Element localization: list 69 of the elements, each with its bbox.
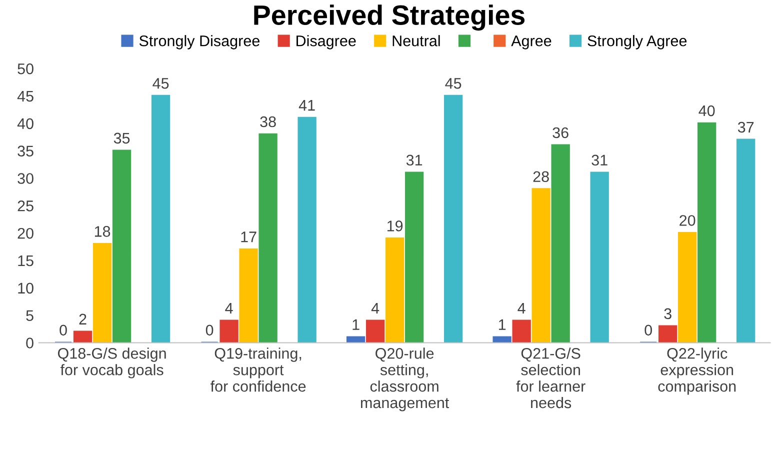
bar xyxy=(532,188,550,343)
bar xyxy=(298,116,316,343)
data-label: 4 xyxy=(225,302,233,314)
y-tick-label: 30 xyxy=(18,173,34,184)
y-tick-label: 15 xyxy=(18,256,34,266)
y-tick-label: 10 xyxy=(18,282,34,294)
y-tick-label: 40 xyxy=(17,118,34,130)
bar xyxy=(385,238,404,343)
data-label: 37 xyxy=(738,122,754,133)
chart-title: Perceived Strategies xyxy=(254,4,525,31)
y-tick-label: 20 xyxy=(18,228,34,239)
data-label: 0 xyxy=(206,324,214,336)
data-label: 1 xyxy=(498,319,506,330)
data-label: 41 xyxy=(298,100,315,111)
bar xyxy=(404,172,424,343)
y-tick-label: 0 xyxy=(26,338,34,348)
x-tick-label: Q21-G/S selection for learner needs xyxy=(516,348,586,408)
bar xyxy=(551,144,570,343)
data-label: 38 xyxy=(260,116,276,128)
bar xyxy=(151,94,170,343)
bar xyxy=(444,94,463,343)
bar xyxy=(239,248,258,343)
bar xyxy=(346,336,366,343)
x-tick-label: Q20-rule setting, classroom management xyxy=(360,348,450,412)
bar xyxy=(736,138,756,343)
legend-label: Disagree xyxy=(296,35,356,50)
bar xyxy=(258,133,278,343)
legend-label: Strongly Agree xyxy=(588,35,687,50)
bar xyxy=(512,320,531,343)
bar xyxy=(73,330,92,343)
data-label: 28 xyxy=(533,171,549,182)
x-tick-label: Q19-training, support for confidence xyxy=(210,348,306,392)
bar xyxy=(678,232,697,343)
legend-label: Neutral xyxy=(392,35,440,46)
y-tick-label: 45 xyxy=(17,90,34,102)
data-label: 4 xyxy=(518,302,526,314)
data-label: 45 xyxy=(445,78,462,89)
data-label: 0 xyxy=(60,324,67,336)
data-label: 1 xyxy=(352,319,360,330)
bar xyxy=(92,242,112,343)
y-tick-label: 50 xyxy=(18,63,34,74)
data-label: 31 xyxy=(406,154,422,166)
bar xyxy=(366,320,385,343)
bar xyxy=(590,172,609,343)
x-tick-label: Q18-G/S design for vocab goals xyxy=(58,348,166,378)
data-label: 31 xyxy=(592,154,608,166)
bar xyxy=(492,336,512,343)
data-label: 17 xyxy=(241,232,256,242)
bar xyxy=(658,325,678,343)
data-label: 40 xyxy=(698,105,715,116)
data-label: 2 xyxy=(79,314,86,324)
data-label: 45 xyxy=(152,78,169,89)
bar xyxy=(698,122,716,343)
data-label: 3 xyxy=(664,308,672,320)
data-label: 36 xyxy=(552,127,568,138)
data-label: 18 xyxy=(94,226,110,237)
data-label: 4 xyxy=(371,302,380,314)
data-label: 20 xyxy=(680,215,696,226)
y-tick-label: 35 xyxy=(18,146,34,156)
y-tick-label: 25 xyxy=(18,200,34,212)
y-tick-label: 5 xyxy=(26,310,34,322)
x-tick-label: Q22-lyric expression comparison xyxy=(658,348,736,395)
legend-label: Strongly Disagree xyxy=(139,35,260,50)
legend-label: Agree xyxy=(511,36,552,50)
bar xyxy=(112,150,132,343)
data-label: 35 xyxy=(114,132,130,144)
data-label: 19 xyxy=(387,220,403,232)
bar xyxy=(220,320,238,343)
data-label: 0 xyxy=(644,324,652,336)
